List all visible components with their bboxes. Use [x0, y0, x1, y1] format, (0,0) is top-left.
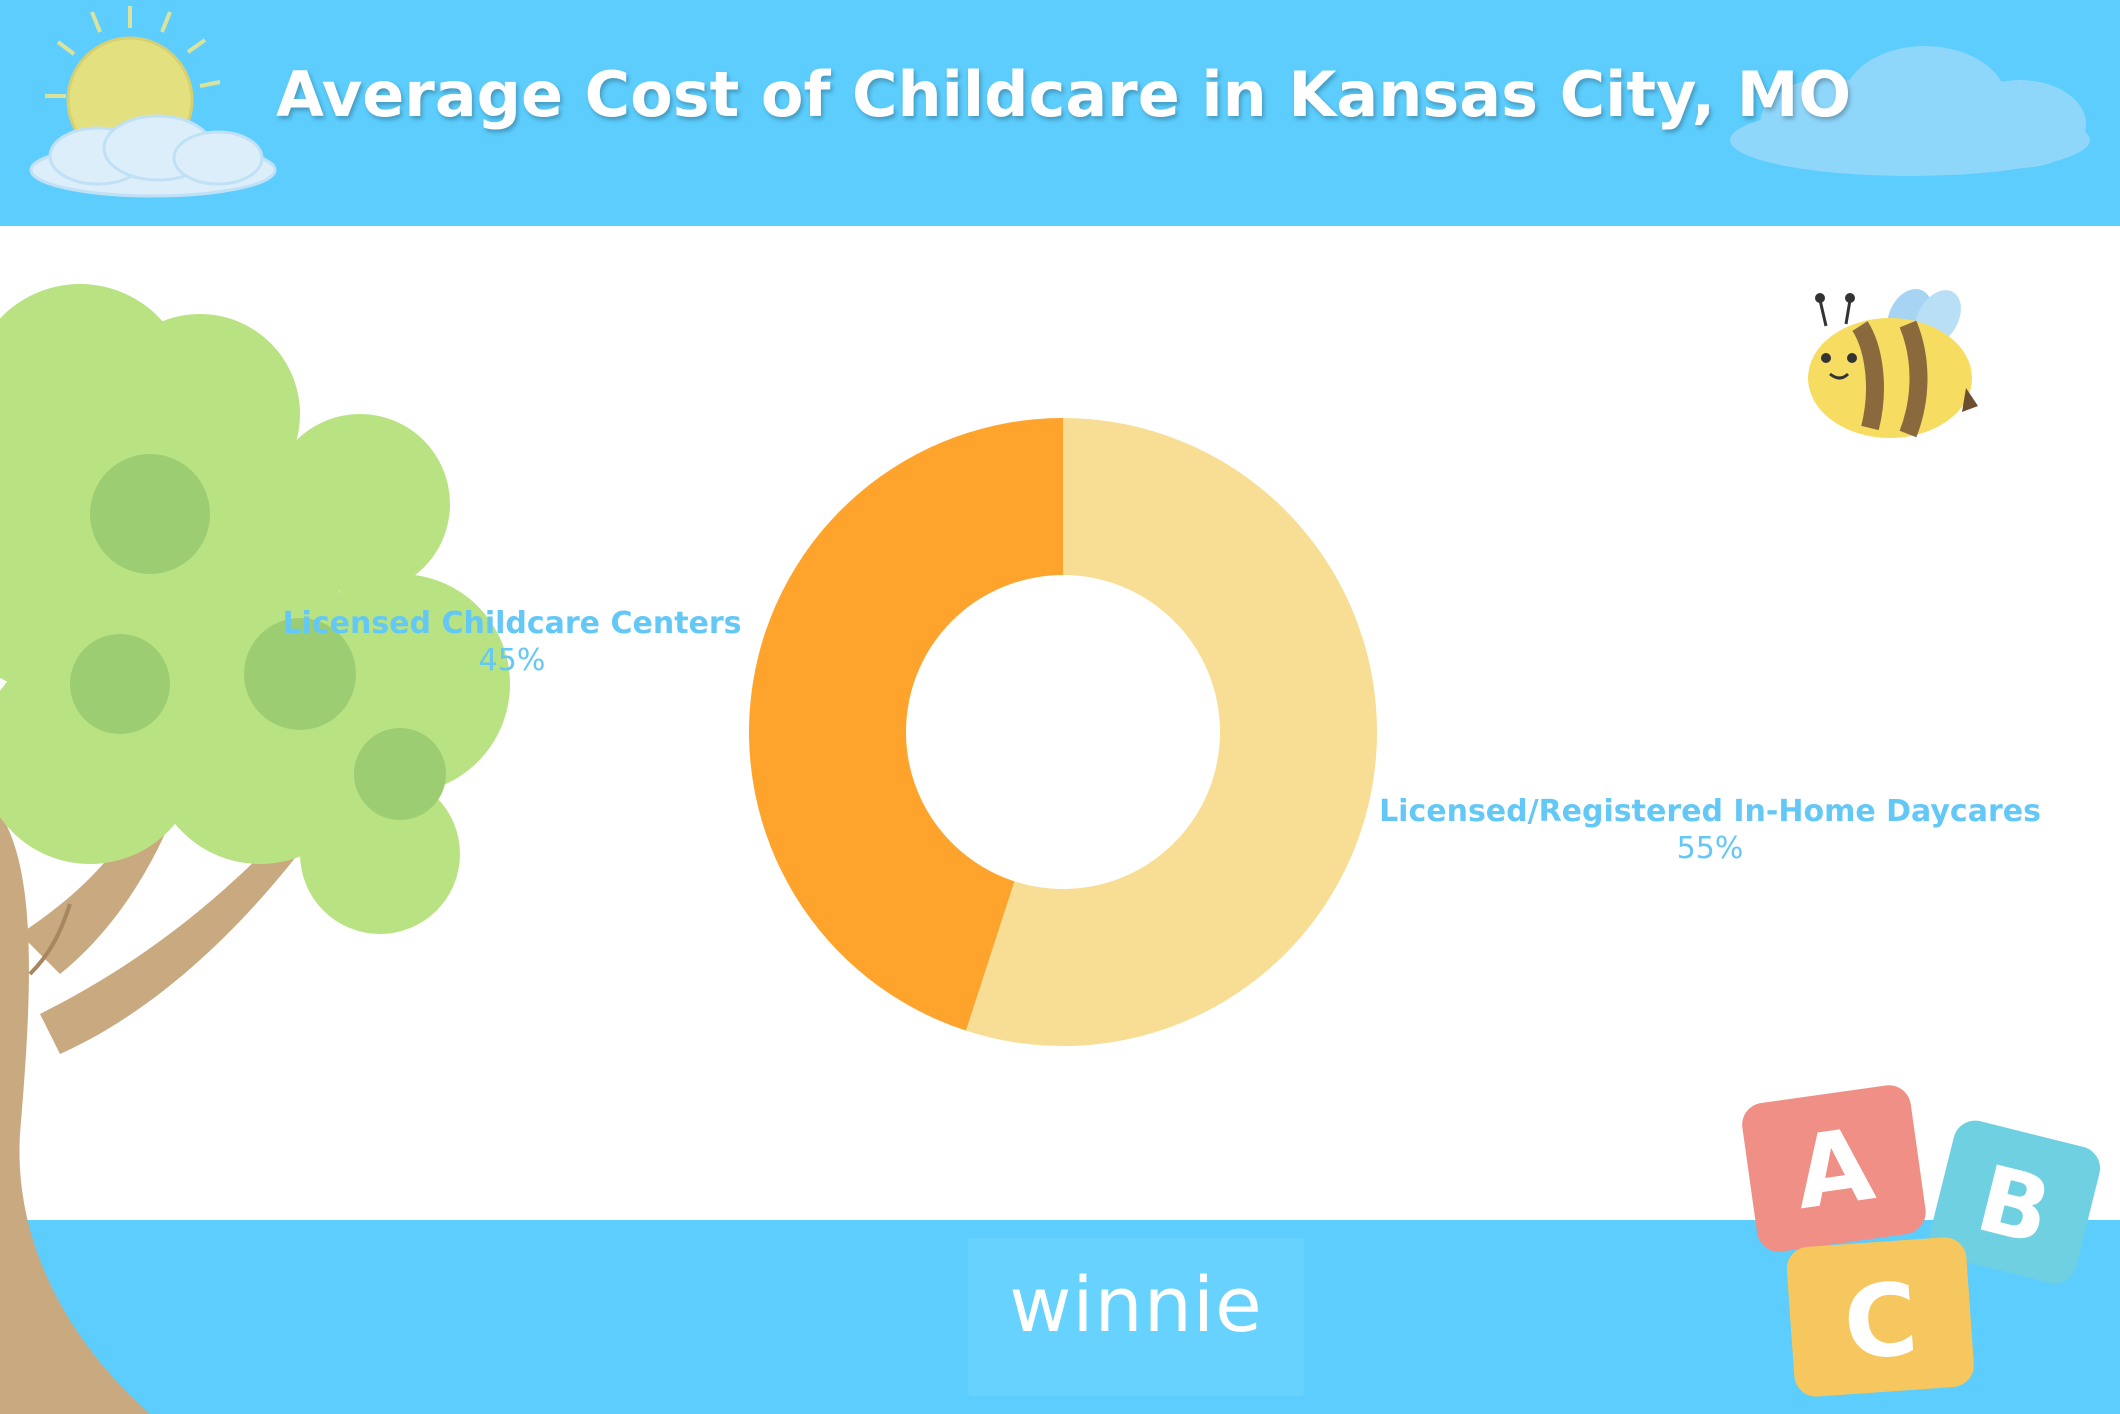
slice-label-centers-value: 45% [478, 643, 546, 678]
tree-icon [0, 284, 510, 1414]
donut-chart [748, 418, 1377, 1046]
cloud-icon [29, 114, 277, 198]
slice-in-home-daycares [965, 418, 1377, 1046]
block-letter-a: A [1788, 1106, 1881, 1233]
slice-label-centers: Licensed Childcare Centers 45% [262, 606, 762, 678]
header-banner: Average Cost of Childcare in Kansas City… [0, 0, 2120, 226]
slice-label-inhome-value: 55% [1676, 831, 1744, 866]
slice-licensed-childcare-centers [748, 418, 1063, 1031]
abc-blocks-icon: A B C [1742, 1085, 2101, 1397]
bee-icon [1808, 289, 1978, 438]
slice-label-centers-name: Licensed Childcare Centers [282, 606, 742, 641]
slice-label-inhome: Licensed/Registered In-Home Daycares 55% [1370, 794, 2050, 866]
page-title: Average Cost of Childcare in Kansas City… [276, 58, 1852, 131]
slice-label-inhome-name: Licensed/Registered In-Home Daycares [1379, 794, 2041, 829]
cloud-icon [1730, 46, 2090, 176]
brand-logo: winnie [968, 1238, 1304, 1396]
block-letter-c: C [1840, 1261, 1921, 1383]
brand-wordmark: winnie [1009, 1260, 1263, 1349]
